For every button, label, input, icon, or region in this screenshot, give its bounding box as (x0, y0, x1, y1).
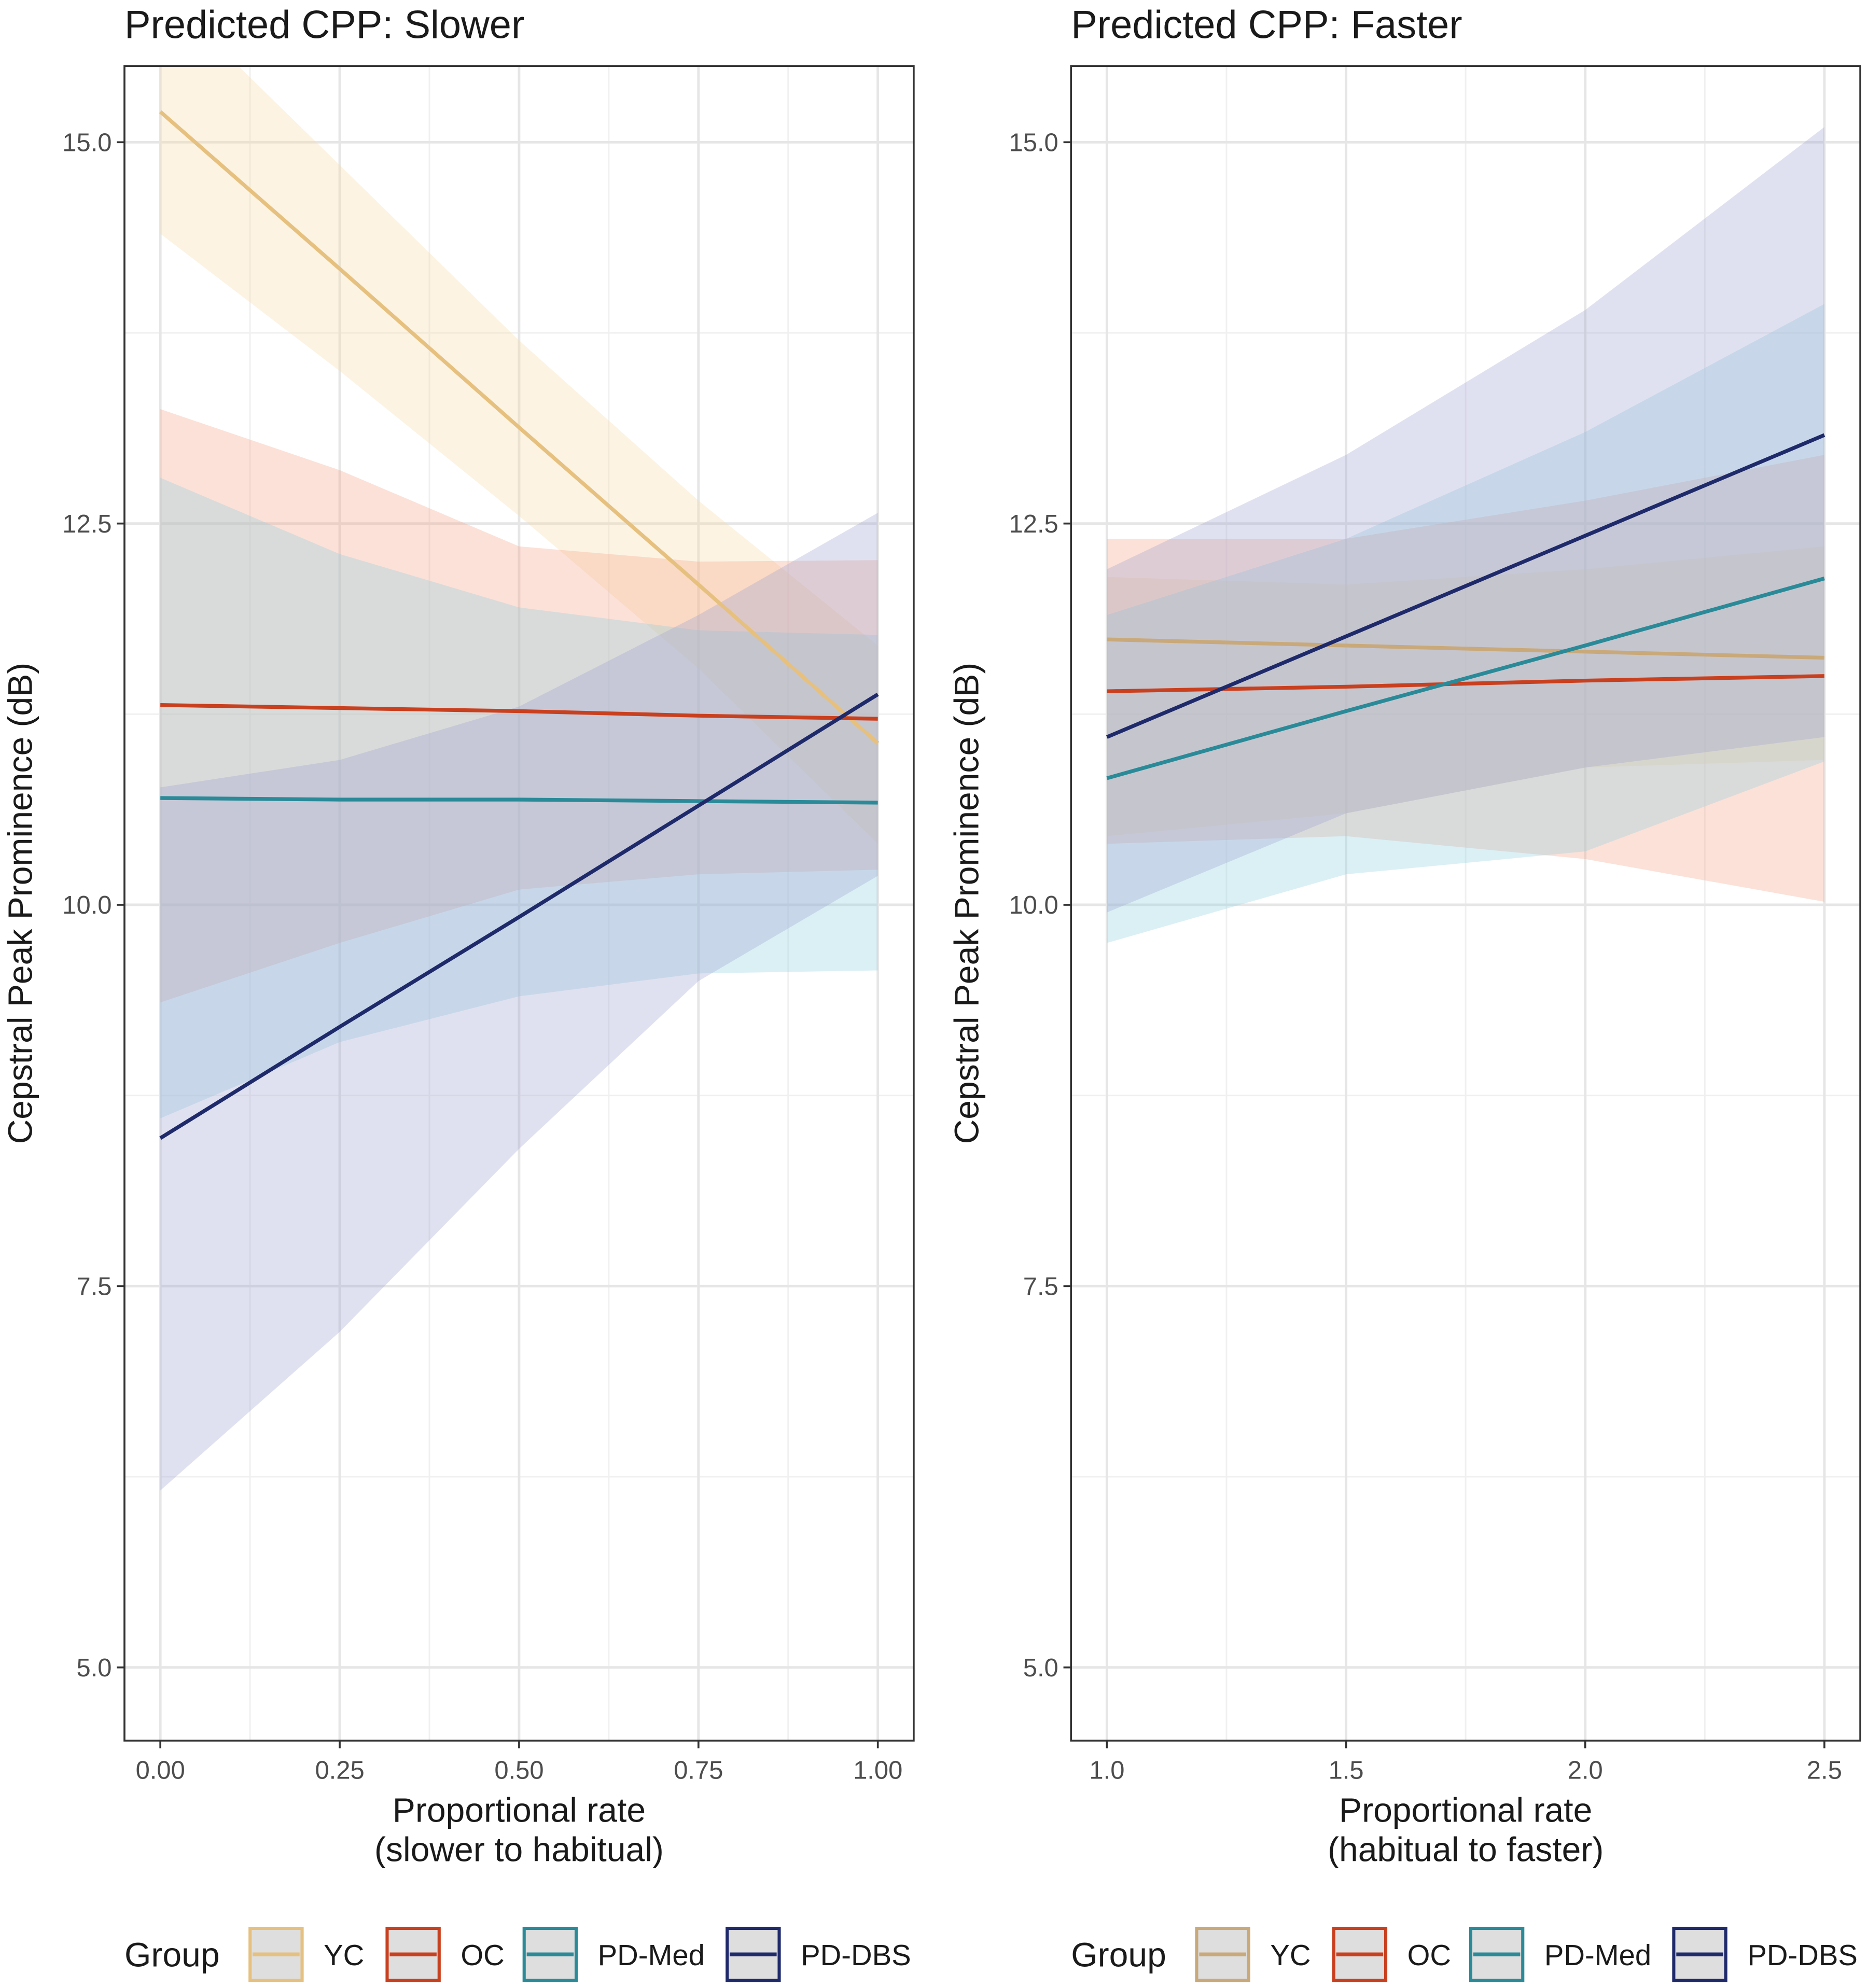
y-axis-label: Cepstral Peak Prominence (dB) (947, 663, 986, 1144)
legend-label: PD-Med (598, 1939, 705, 1971)
series-line (1106, 577, 1825, 780)
x-axis-label: Proportional rate (1339, 1790, 1592, 1829)
legend-title: Group (1071, 1935, 1166, 1973)
confidence-band (1107, 127, 1824, 913)
y-tick-label: 10.0 (1009, 891, 1058, 919)
x-tick-label: 2.0 (1568, 1756, 1603, 1784)
confidence-band (160, 66, 878, 844)
panel: 0.00 0.25 0.50 0.75 1.00 5.0 7.5 10.0 12.5 15.0 Pr… (1, 3, 915, 1982)
chart-title: Predicted CPP: Faster (1071, 3, 1462, 47)
legend-label: PD-DBS (801, 1939, 911, 1971)
y-tick-label: 15.0 (1009, 129, 1058, 157)
series-line (1107, 674, 1825, 693)
legend-label: YC (324, 1939, 364, 1971)
legend-label: YC (1270, 1939, 1311, 1971)
x-tick-label: 0.00 (136, 1756, 185, 1784)
y-tick-label: 12.5 (1009, 510, 1058, 538)
x-tick-label: 2.5 (1807, 1756, 1842, 1784)
x-axis-label: Proportional rate (393, 1790, 646, 1829)
y-axis-label: Cepstral Peak Prominence (dB) (1, 663, 39, 1144)
legend-label: OC (1407, 1939, 1451, 1971)
series-line (160, 703, 878, 721)
confidence-band (160, 409, 878, 1003)
x-tick-label: 0.50 (494, 1756, 543, 1784)
x-tick-label: 1.0 (1089, 1756, 1124, 1784)
chart-title: Predicted CPP: Slower (124, 3, 524, 47)
series-line (1107, 637, 1825, 660)
series-line (159, 692, 879, 1140)
bands (1107, 127, 1824, 943)
series-line (1106, 433, 1825, 739)
y-tick-label: 12.5 (62, 510, 111, 538)
lines (159, 110, 880, 1140)
legend-label: PD-Med (1544, 1939, 1651, 1971)
plot-border (1070, 65, 1861, 1742)
confidence-band (1107, 304, 1824, 943)
y-tick-label: 5.0 (1023, 1654, 1058, 1682)
y-tick-label: 15.0 (62, 129, 111, 157)
confidence-band (160, 513, 878, 1491)
legend-title: Group (124, 1935, 220, 1973)
confidence-band (1107, 546, 1824, 836)
lines (1106, 433, 1825, 780)
plot-border (123, 65, 915, 1742)
legend-label: PD-DBS (1747, 1939, 1858, 1971)
y-tick-label: 5.0 (77, 1654, 112, 1682)
legend-label: OC (461, 1939, 504, 1971)
panel: 1.0 1.5 2.0 2.5 5.0 7.5 10.0 12.5 15.0 Predicted … (947, 3, 1861, 1982)
series-line (160, 796, 878, 805)
x-tick-label: 1.00 (853, 1756, 902, 1784)
x-tick-label: 0.25 (315, 1756, 364, 1784)
x-axis-label: (slower to habitual) (374, 1830, 664, 1868)
x-tick-label: 0.75 (674, 1756, 723, 1784)
y-tick-label: 10.0 (62, 891, 111, 919)
y-tick-label: 7.5 (1023, 1272, 1058, 1300)
x-axis-label: (habitual to faster) (1328, 1830, 1604, 1868)
y-tick-label: 7.5 (77, 1272, 112, 1300)
series-line (159, 110, 880, 745)
x-tick-label: 1.5 (1329, 1756, 1364, 1784)
